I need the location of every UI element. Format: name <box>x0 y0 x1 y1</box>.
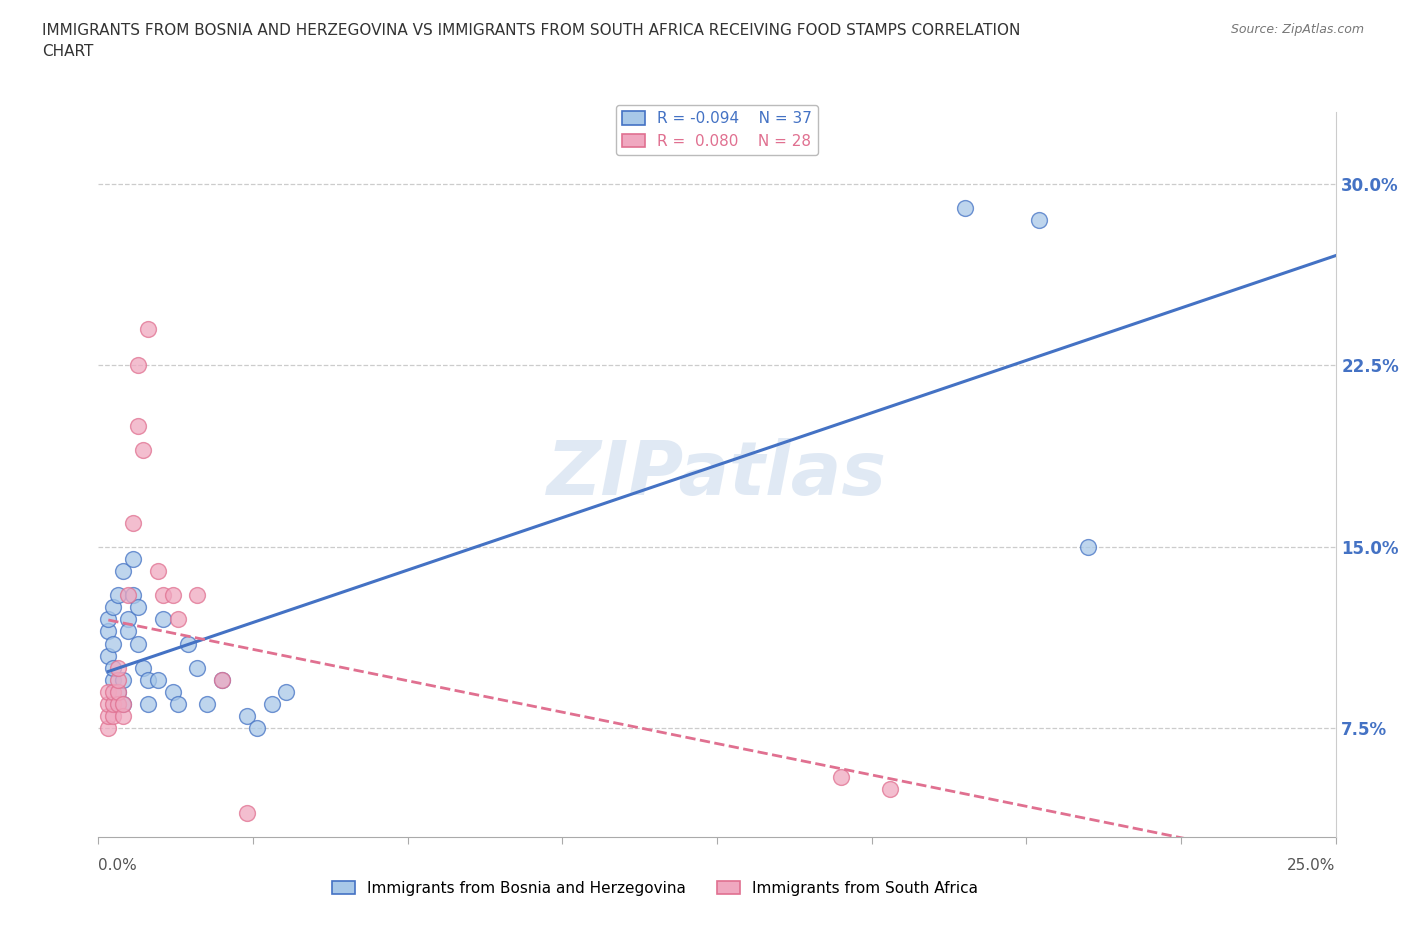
Point <box>152 612 174 627</box>
Point <box>152 588 174 603</box>
Point <box>136 697 159 711</box>
Point <box>103 697 125 711</box>
Point <box>122 515 145 530</box>
Point <box>146 564 169 578</box>
Point <box>107 660 129 675</box>
Point <box>236 805 259 820</box>
Point <box>127 418 149 433</box>
Point <box>127 358 149 373</box>
Point <box>136 672 159 687</box>
Point <box>107 588 129 603</box>
Point <box>103 684 125 699</box>
Point <box>166 612 188 627</box>
Point <box>97 624 120 639</box>
Point <box>122 551 145 566</box>
Point <box>112 697 135 711</box>
Point <box>146 672 169 687</box>
Text: 0.0%: 0.0% <box>98 857 138 872</box>
Point <box>260 697 283 711</box>
Point <box>117 588 139 603</box>
Point <box>127 600 149 615</box>
Point <box>117 624 139 639</box>
Point <box>830 769 852 784</box>
Point <box>112 697 135 711</box>
Point <box>211 672 233 687</box>
Point <box>97 612 120 627</box>
Point <box>236 709 259 724</box>
Point <box>1028 213 1050 228</box>
Point <box>112 672 135 687</box>
Point <box>122 588 145 603</box>
Point <box>107 672 129 687</box>
Text: Source: ZipAtlas.com: Source: ZipAtlas.com <box>1230 23 1364 36</box>
Point <box>953 201 976 216</box>
Point <box>117 612 139 627</box>
Text: IMMIGRANTS FROM BOSNIA AND HERZEGOVINA VS IMMIGRANTS FROM SOUTH AFRICA RECEIVING: IMMIGRANTS FROM BOSNIA AND HERZEGOVINA V… <box>42 23 1021 60</box>
Point <box>195 697 218 711</box>
Point <box>97 709 120 724</box>
Text: 25.0%: 25.0% <box>1288 857 1336 872</box>
Point <box>127 636 149 651</box>
Point <box>103 672 125 687</box>
Point <box>112 709 135 724</box>
Point <box>107 684 129 699</box>
Point <box>246 721 269 736</box>
Legend: R = -0.094    N = 37, R =  0.080    N = 28: R = -0.094 N = 37, R = 0.080 N = 28 <box>616 105 818 154</box>
Point <box>107 697 129 711</box>
Point <box>97 697 120 711</box>
Point <box>103 660 125 675</box>
Point <box>166 697 188 711</box>
Point <box>103 600 125 615</box>
Point <box>97 684 120 699</box>
Point <box>107 697 129 711</box>
Point <box>186 588 208 603</box>
Point <box>176 636 198 651</box>
Point <box>103 709 125 724</box>
Point <box>276 684 298 699</box>
Point <box>162 588 184 603</box>
Point <box>132 660 155 675</box>
Point <box>879 781 901 796</box>
Point <box>186 660 208 675</box>
Point <box>97 721 120 736</box>
Point <box>132 443 155 458</box>
Point <box>211 672 233 687</box>
Point <box>103 636 125 651</box>
Text: ZIPatlas: ZIPatlas <box>547 438 887 511</box>
Point <box>162 684 184 699</box>
Point <box>1077 539 1099 554</box>
Point <box>97 648 120 663</box>
Point <box>112 564 135 578</box>
Point <box>107 684 129 699</box>
Point <box>136 322 159 337</box>
